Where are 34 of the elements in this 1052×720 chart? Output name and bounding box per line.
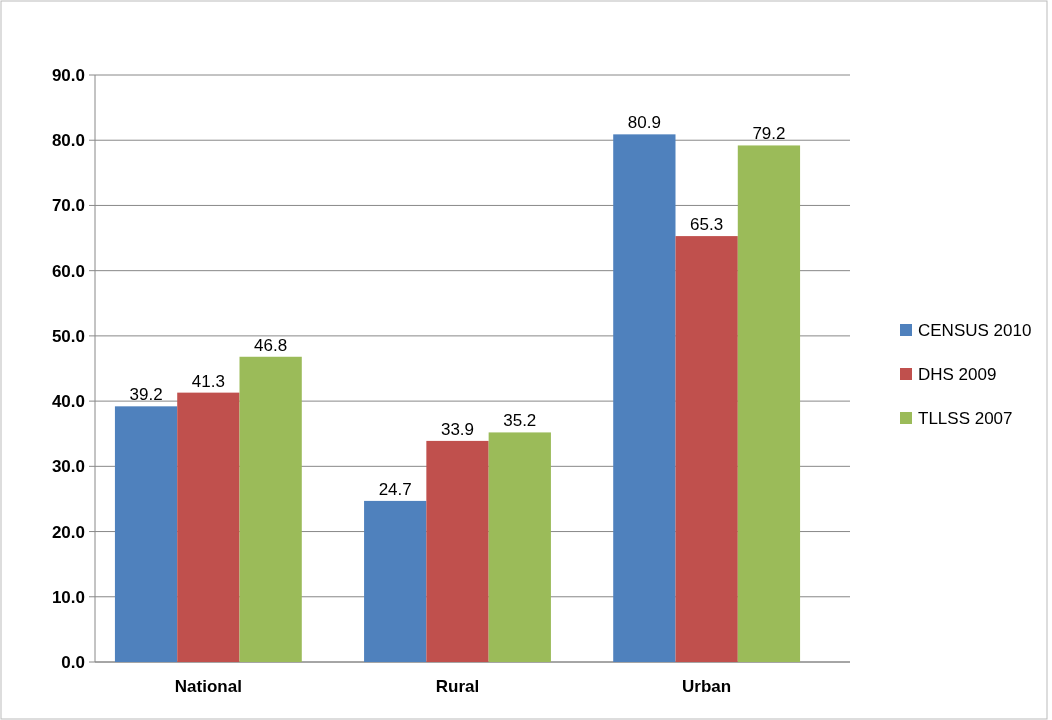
y-tick-label: 90.0 bbox=[51, 65, 85, 85]
y-tick-label: 30.0 bbox=[51, 457, 85, 477]
legend-label: CENSUS 2010 bbox=[918, 320, 1032, 340]
y-tick-label: 50.0 bbox=[51, 326, 85, 346]
y-tick-label: 10.0 bbox=[51, 587, 85, 607]
bar bbox=[114, 406, 178, 662]
bar bbox=[364, 500, 427, 662]
data-label: 41.3 bbox=[191, 371, 225, 391]
legend-label: DHS 2009 bbox=[918, 364, 997, 384]
data-label: 33.9 bbox=[440, 419, 475, 439]
y-tick-label: 20.0 bbox=[51, 522, 85, 542]
data-label: 79.2 bbox=[752, 124, 786, 144]
bar bbox=[239, 356, 302, 662]
data-label: 46.8 bbox=[254, 335, 288, 355]
bar bbox=[613, 134, 676, 662]
data-label: 80.9 bbox=[627, 113, 661, 133]
x-tick-label: Rural bbox=[435, 677, 480, 696]
legend-label: TLLSS 2007 bbox=[918, 408, 1013, 428]
bar bbox=[675, 236, 738, 662]
y-tick-label: 0.0 bbox=[61, 652, 85, 672]
y-tick-label: 40.0 bbox=[51, 392, 85, 412]
bar bbox=[426, 440, 489, 662]
data-label: 35.2 bbox=[503, 411, 537, 431]
bar bbox=[488, 432, 551, 662]
y-tick-label: 80.0 bbox=[51, 131, 85, 151]
y-tick-label: 70.0 bbox=[51, 196, 85, 216]
data-label: 24.7 bbox=[378, 479, 412, 499]
bar bbox=[177, 392, 240, 662]
data-label: 39.2 bbox=[129, 385, 163, 405]
x-tick-label: Urban bbox=[682, 677, 732, 696]
x-tick-label: National bbox=[174, 677, 242, 696]
data-label: 65.3 bbox=[690, 215, 724, 235]
bar bbox=[737, 145, 801, 662]
y-tick-label: 60.0 bbox=[51, 261, 85, 281]
